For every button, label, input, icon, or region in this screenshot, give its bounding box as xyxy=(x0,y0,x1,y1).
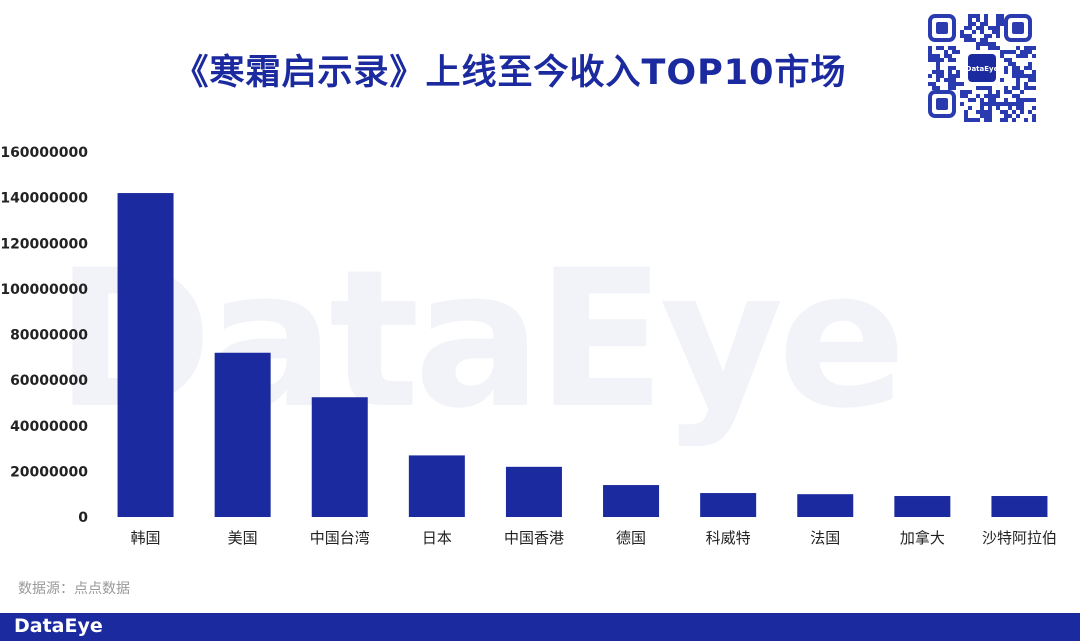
x-tick-label: 法国 xyxy=(810,529,840,547)
bar xyxy=(700,493,757,517)
x-tick-label: 沙特阿拉伯 xyxy=(982,529,1057,547)
x-tick-label: 日本 xyxy=(422,529,452,547)
y-tick-label: 40000000 xyxy=(10,419,88,435)
qr-center-logo xyxy=(968,54,996,82)
y-tick-label: 60000000 xyxy=(10,373,88,389)
x-tick-label: 中国台湾 xyxy=(310,529,370,547)
bar xyxy=(408,455,465,517)
chart-title: 《寒霜启示录》上线至今收入TOP10市场 xyxy=(173,53,847,93)
footer-brand-logo: DataEye xyxy=(14,615,103,637)
bar xyxy=(214,352,271,517)
x-tick-label: 加拿大 xyxy=(900,529,945,547)
qr-finder-pattern xyxy=(1004,14,1032,42)
bar xyxy=(311,397,368,517)
watermark: DataEye xyxy=(55,229,906,450)
y-tick-label: 80000000 xyxy=(10,328,88,344)
bar xyxy=(894,496,951,517)
footer-band: DataEye xyxy=(0,613,1080,641)
y-tick-label: 100000000 xyxy=(0,282,88,298)
x-tick-label: 德国 xyxy=(616,529,646,547)
y-tick-label: 120000000 xyxy=(0,236,88,252)
y-tick-label: 140000000 xyxy=(0,191,88,207)
bar-chart: 0 20000000 40000000 60000000 80000000 1000000… xyxy=(0,145,1057,547)
source-note: 数据源：点点数据 xyxy=(18,581,130,597)
x-tick-label: 韩国 xyxy=(131,529,161,547)
qr-code: DataEye xyxy=(928,14,1036,122)
x-tick-label: 美国 xyxy=(228,529,258,547)
qr-logo-text: DataEye xyxy=(966,65,999,73)
y-tick-label: 0 xyxy=(78,510,88,526)
qr-finder-pattern xyxy=(928,90,956,118)
x-tick-label: 中国香港 xyxy=(504,529,564,547)
bar xyxy=(505,466,562,517)
bar xyxy=(603,485,660,517)
y-tick-label: 20000000 xyxy=(10,464,88,480)
bar xyxy=(117,193,174,517)
bar xyxy=(991,496,1048,517)
qr-finder-pattern xyxy=(928,14,956,42)
bar xyxy=(797,494,854,517)
y-tick-label: 160000000 xyxy=(0,145,88,161)
x-tick-label: 科威特 xyxy=(706,529,751,547)
